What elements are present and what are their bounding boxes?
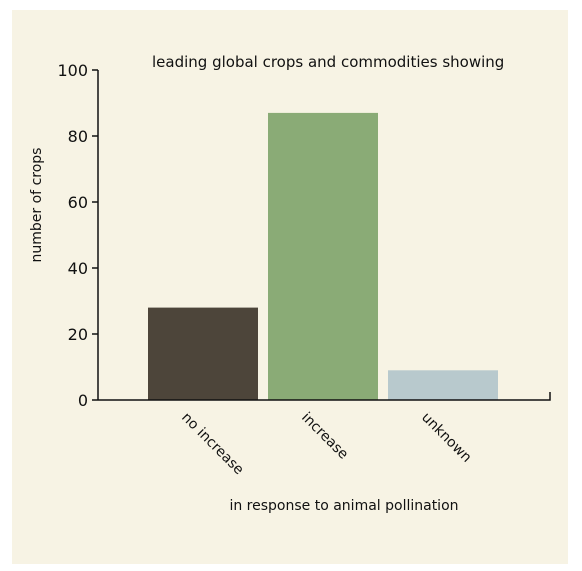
x-axis-line: [98, 392, 551, 401]
y-tick-label: 20: [68, 325, 88, 344]
bar-increase: [268, 112, 378, 401]
y-tick-label: 40: [68, 259, 88, 278]
chart-title: leading global crops and commodities sho…: [152, 53, 504, 71]
bars: [148, 112, 498, 401]
y-axis-ticks: 0 20 40 60 80 100: [57, 61, 98, 410]
bar-unknown: [388, 370, 498, 400]
y-tick-label: 100: [57, 61, 88, 80]
bar-no-increase: [148, 307, 258, 400]
x-category-label: unknown: [418, 410, 474, 466]
y-tick-label: 80: [68, 127, 88, 146]
y-tick-label: 60: [68, 193, 88, 212]
x-category-label: no increase: [178, 410, 247, 479]
x-axis-category-labels: no increase increase unknown: [178, 410, 474, 479]
y-tick-label: 0: [78, 391, 88, 410]
y-axis-label: number of crops: [29, 148, 45, 263]
x-category-label: increase: [298, 410, 351, 463]
x-axis-label: in response to animal pollination: [229, 498, 458, 514]
